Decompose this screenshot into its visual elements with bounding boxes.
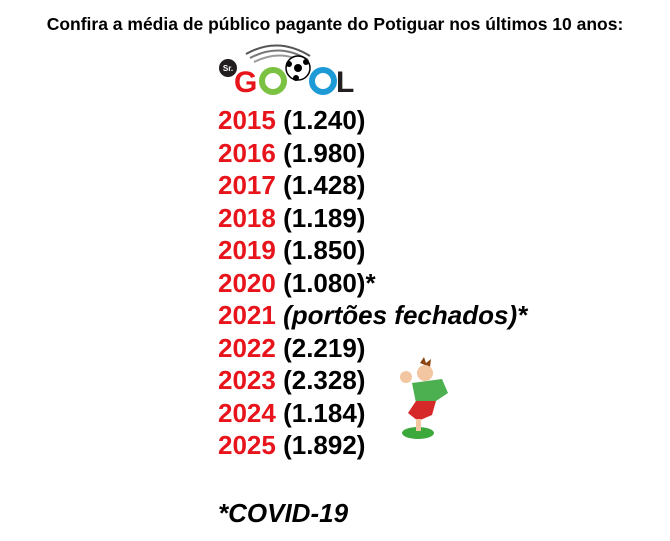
attendance-row: 2015 (1.240) (218, 104, 527, 137)
year-label: 2022 (218, 332, 276, 363)
attendance-row: 2017 (1.428) (218, 169, 527, 202)
attendance-value: (1.184) (283, 397, 366, 428)
page-title: Confira a média de público pagante do Po… (46, 14, 624, 34)
year-label: 2019 (218, 235, 276, 265)
attendance-value: (1.428) (283, 170, 366, 200)
year-label: 2023 (218, 365, 276, 395)
year-label: 2021 (218, 300, 276, 330)
attendance-value: (1.980) (283, 137, 366, 168)
svg-text:G: G (234, 66, 257, 96)
mascot-illustration (400, 357, 448, 439)
attendance-row: 2020 (1.080)* (218, 267, 527, 300)
year-label: 2025 (218, 430, 276, 460)
attendance-value: (2.219) (283, 332, 366, 363)
attendance-row: 2016 (1.980) (218, 137, 527, 170)
attendance-row: 2022 (2.219) (218, 332, 527, 365)
year-label: 2017 (218, 170, 276, 200)
attendance-value: (1.189) (283, 202, 366, 233)
attendance-row: 2019 (1.850) (218, 234, 527, 267)
attendance-value: (1.080)* (283, 267, 376, 298)
attendance-row: 2018 (1.189) (218, 202, 527, 235)
svg-text:Sr.: Sr. (223, 64, 233, 73)
attendance-value: (1.850) (283, 235, 366, 265)
attendance-value: (2.328) (283, 365, 366, 395)
attendance-value: (1.892) (283, 430, 366, 460)
year-label: 2024 (218, 397, 276, 428)
year-label: 2018 (218, 202, 276, 233)
attendance-list: 2015 (1.240) 2016 (1.980) 2017 (1.428) 2018… (218, 104, 527, 462)
svg-text:L: L (336, 66, 354, 96)
year-label: 2020 (218, 267, 276, 298)
attendance-row: 2024 (1.184) (218, 397, 527, 430)
sr-goool-logo: Sr. G L (219, 44, 354, 96)
attendance-row: 2023 (2.328) (218, 364, 527, 397)
attendance-value: (1.240) (283, 105, 366, 135)
attendance-value: (portões fechados)* (283, 300, 528, 330)
year-label: 2015 (218, 105, 276, 135)
attendance-row: 2025 (1.892) (218, 429, 527, 462)
footnote: *COVID-19 (218, 498, 349, 528)
attendance-row: 2021 (portões fechados)* (218, 299, 527, 332)
year-label: 2016 (218, 137, 276, 168)
